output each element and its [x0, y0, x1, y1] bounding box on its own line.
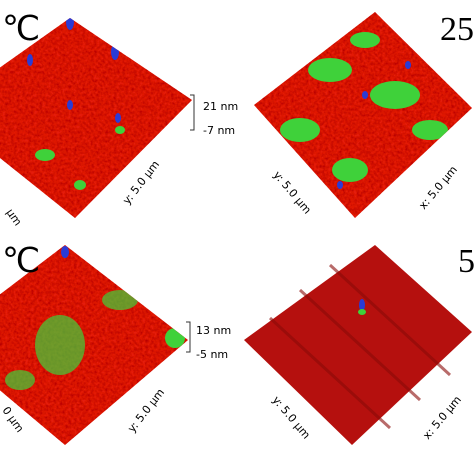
axis-label: y: 5.0 µm: [271, 169, 314, 217]
temperature-label: 5: [458, 243, 474, 280]
scale-bar: [190, 94, 195, 131]
afm-surface: [254, 12, 472, 218]
afm-surface: [0, 245, 188, 445]
temperature-label: ℃: [2, 243, 40, 280]
axis-label: x: 5.0 µm: [420, 393, 464, 442]
afm-surface: [244, 245, 472, 445]
axis-label: y: 5.0 µm: [270, 394, 313, 442]
scale-max: 21 nm: [203, 100, 238, 113]
axis-label: x: 5.0 µm: [416, 163, 460, 212]
axis-label: y: 5.0 µm: [125, 386, 167, 435]
axis-label: µm: [4, 206, 25, 228]
scale-max: 13 nm: [196, 324, 231, 337]
temperature-label: 25: [440, 11, 474, 48]
scale-min: -7 nm: [203, 124, 235, 137]
scale-bar: [186, 321, 191, 353]
scale-min: -5 nm: [196, 348, 228, 361]
afm-surface: [0, 18, 192, 218]
temperature-label: ℃: [2, 11, 40, 48]
